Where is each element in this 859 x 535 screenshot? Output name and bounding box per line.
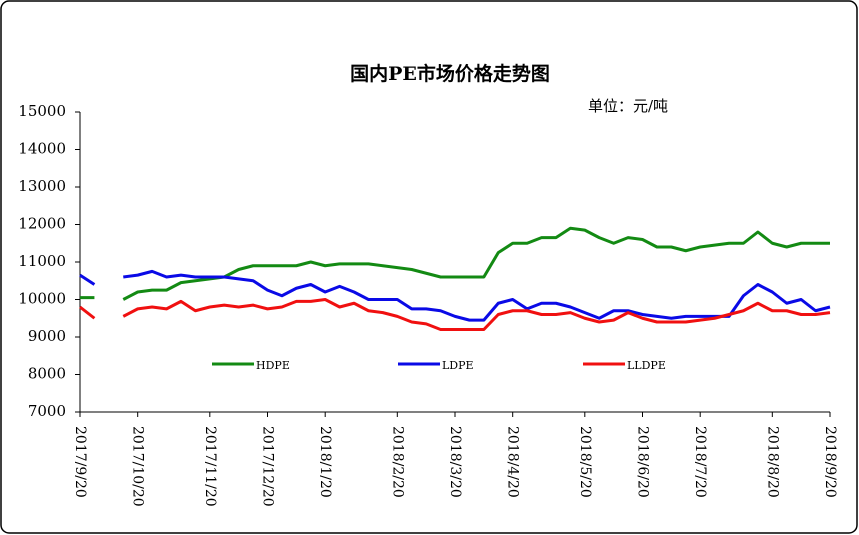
series-line bbox=[79, 298, 831, 331]
x-tick-label: 2018/2/20 bbox=[389, 426, 405, 498]
y-tick-label: 12000 bbox=[18, 215, 66, 233]
y-tick-label: 14000 bbox=[18, 140, 66, 158]
y-tick-label: 13000 bbox=[18, 177, 66, 195]
x-tick-label: 2017/9/20 bbox=[72, 426, 88, 498]
y-tick-label: 8000 bbox=[28, 365, 66, 383]
y-tick-label: 10000 bbox=[18, 290, 66, 308]
x-tick-label: 2018/3/20 bbox=[447, 426, 463, 498]
unit-label: 单位：元/吨 bbox=[588, 97, 668, 115]
series-line bbox=[79, 269, 831, 322]
x-tick-label: 2018/7/20 bbox=[692, 426, 708, 498]
x-tick-label: 2018/9/20 bbox=[822, 426, 838, 498]
y-tick-label: 15000 bbox=[18, 102, 66, 120]
series-line bbox=[80, 226, 830, 301]
x-tick-label: 2018/5/20 bbox=[577, 426, 593, 498]
x-tick-label: 2017/12/20 bbox=[260, 426, 276, 507]
x-tick-label: 2018/8/20 bbox=[764, 426, 780, 498]
x-tick-label: 2018/1/20 bbox=[317, 426, 333, 498]
x-tick-label: 2017/10/20 bbox=[130, 426, 146, 507]
y-tick-label: 7000 bbox=[28, 402, 66, 420]
legend-label: HDPE bbox=[256, 359, 290, 372]
x-tick-label: 2018/4/20 bbox=[505, 426, 521, 498]
chart-title: 国内PE市场价格走势图 bbox=[350, 62, 550, 85]
x-tick-label: 2018/6/20 bbox=[635, 426, 651, 498]
x-tick-label: 2017/11/20 bbox=[202, 426, 218, 507]
legend-label: LDPE bbox=[442, 359, 474, 372]
y-tick-label: 9000 bbox=[28, 327, 66, 345]
legend-label: LLDPE bbox=[627, 359, 666, 372]
y-tick-label: 11000 bbox=[18, 252, 66, 270]
